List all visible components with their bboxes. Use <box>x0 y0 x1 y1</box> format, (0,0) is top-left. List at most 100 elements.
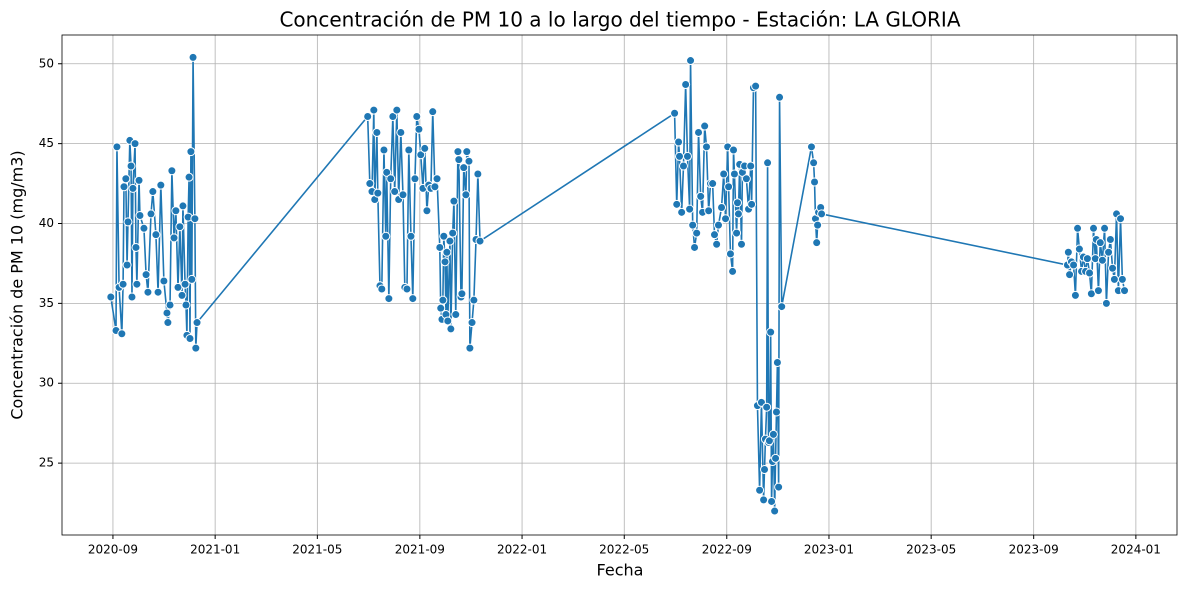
data-point <box>762 402 772 412</box>
data-point <box>1109 274 1119 284</box>
data-point <box>384 294 394 304</box>
data-point <box>1100 223 1110 233</box>
data-point <box>122 260 132 270</box>
data-point <box>146 209 156 219</box>
data-point <box>1116 214 1126 224</box>
data-point <box>106 292 116 302</box>
data-point <box>729 169 739 179</box>
data-point <box>443 316 453 326</box>
data-point <box>1063 247 1073 257</box>
data-point <box>420 143 430 153</box>
x-axis-label: Fecha <box>597 561 644 580</box>
data-point <box>416 150 426 160</box>
data-point <box>406 231 416 241</box>
y-tick-label: 40 <box>39 216 54 230</box>
data-point <box>143 287 153 297</box>
data-point <box>1095 238 1105 248</box>
y-tick-label: 50 <box>39 56 54 70</box>
data-point <box>379 145 389 155</box>
data-point <box>187 274 197 284</box>
data-point <box>127 292 137 302</box>
data-point <box>119 182 129 192</box>
data-point <box>473 169 483 179</box>
data-point <box>177 290 187 300</box>
data-point <box>732 228 742 238</box>
data-point <box>1104 247 1114 257</box>
data-point <box>741 174 751 184</box>
data-point <box>438 295 448 305</box>
data-point <box>817 209 827 219</box>
data-point <box>382 167 392 177</box>
data-point <box>448 228 458 238</box>
data-point <box>135 211 145 221</box>
data-point <box>464 156 474 166</box>
data-point <box>435 242 445 252</box>
data-point <box>436 303 446 313</box>
data-point <box>165 300 175 310</box>
data-point <box>365 179 375 189</box>
y-tick-label: 30 <box>39 376 54 390</box>
data-point <box>454 155 464 165</box>
data-point <box>700 121 710 131</box>
data-point <box>682 151 692 161</box>
data-point <box>467 318 477 328</box>
data-point <box>396 127 406 137</box>
data-point <box>694 127 704 137</box>
data-point <box>1082 254 1092 264</box>
data-point <box>459 163 469 173</box>
data-point <box>126 161 136 171</box>
data-point <box>363 111 373 121</box>
data-point <box>392 105 402 115</box>
data-point <box>159 276 169 286</box>
data-point <box>724 182 734 192</box>
data-point <box>398 190 408 200</box>
data-point <box>678 161 688 171</box>
x-tick-label: 2021-01 <box>190 543 240 557</box>
data-point <box>412 111 422 121</box>
series-line <box>110 57 1126 512</box>
data-point <box>162 308 172 318</box>
data-point <box>442 247 452 257</box>
data-point <box>156 180 166 190</box>
data-point <box>430 182 440 192</box>
data-point <box>190 214 200 224</box>
data-point <box>760 465 770 475</box>
data-point <box>702 142 712 152</box>
data-point <box>457 289 467 299</box>
x-tick-label: 2022-09 <box>702 543 752 557</box>
data-point <box>1089 223 1099 233</box>
data-point <box>777 302 787 312</box>
data-point <box>1070 290 1080 300</box>
data-point <box>462 147 472 157</box>
data-point <box>1108 263 1118 273</box>
data-point <box>402 284 412 294</box>
data-point <box>171 206 181 216</box>
data-point <box>130 139 140 149</box>
data-point <box>1069 260 1079 270</box>
data-point <box>681 80 691 90</box>
data-point <box>408 294 418 304</box>
data-point <box>372 127 382 137</box>
x-tick-label: 2020-09 <box>88 543 138 557</box>
data-point <box>167 166 177 176</box>
data-point <box>755 485 765 495</box>
data-point <box>771 453 781 463</box>
data-point <box>151 230 161 240</box>
data-point <box>139 223 149 233</box>
data-point <box>674 137 684 147</box>
data-point <box>712 239 722 249</box>
data-point <box>422 206 432 216</box>
data-point <box>725 249 735 259</box>
data-point <box>759 495 769 505</box>
data-point <box>774 482 784 492</box>
x-tick-label: 2023-09 <box>1009 543 1059 557</box>
data-point <box>1105 234 1115 244</box>
data-point <box>728 266 738 276</box>
data-point <box>390 187 400 197</box>
data-point <box>688 220 698 230</box>
data-point <box>1117 274 1127 284</box>
x-tick-label: 2023-01 <box>804 543 854 557</box>
data-point <box>775 92 785 102</box>
chart-title: Concentración de PM 10 a lo largo del ti… <box>279 8 960 32</box>
